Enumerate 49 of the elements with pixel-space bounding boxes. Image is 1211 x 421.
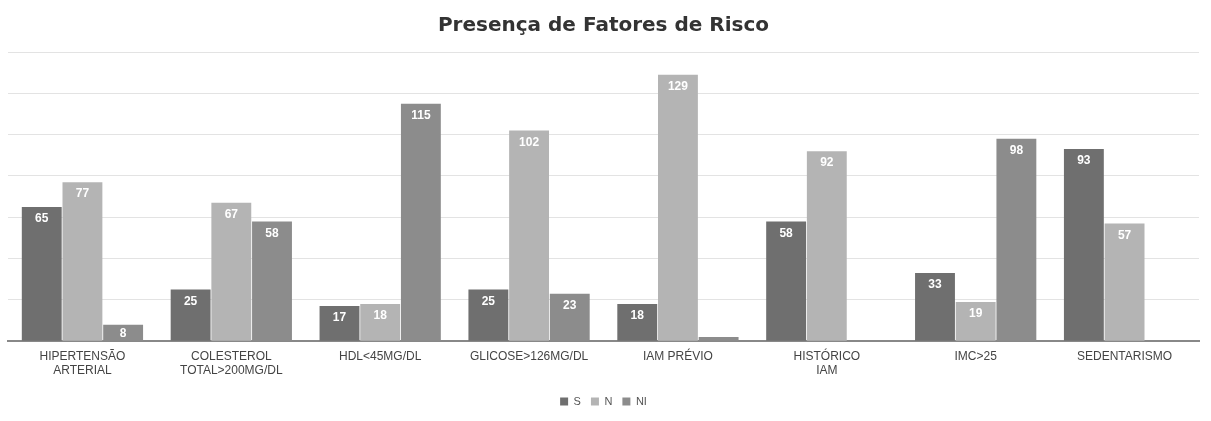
- bar: [766, 221, 807, 341]
- bar: [617, 304, 658, 341]
- data-label: 129: [667, 79, 689, 94]
- data-label: 19: [969, 306, 983, 321]
- data-label: 18: [373, 308, 388, 323]
- bar: [955, 301, 996, 341]
- legend-label: S: [573, 394, 581, 407]
- data-label: 57: [1117, 227, 1132, 242]
- data-label: 67: [224, 207, 239, 222]
- bar: [658, 74, 698, 341]
- x-tick-label: HISTÓRICO IAM: [793, 347, 861, 378]
- data-label: 98: [1009, 143, 1024, 158]
- x-tick-label: SEDENTARISMO: [1077, 348, 1173, 363]
- data-label: 93: [1077, 153, 1091, 168]
- x-tick-label: IMC>25: [954, 348, 998, 363]
- bar: [360, 304, 401, 341]
- data-label: 115: [411, 107, 431, 122]
- bar: [21, 206, 62, 341]
- chart-title: Presença de Fatores de Risco: [437, 12, 770, 37]
- data-label: 23: [563, 298, 577, 312]
- bar: [319, 306, 360, 341]
- x-tick-label: COLESTEROL TOTAL>200MG/DL: [180, 348, 283, 378]
- bar: [211, 202, 252, 341]
- data-label: 102: [519, 134, 540, 149]
- data-label: 58: [265, 225, 279, 240]
- bar: [468, 289, 509, 341]
- bar: [509, 130, 549, 341]
- data-label: 92: [820, 155, 834, 170]
- bar: [170, 289, 211, 341]
- bar: [1104, 223, 1145, 341]
- x-tick-label: IAM PRÉVIO: [642, 347, 713, 363]
- x-tick-label: HIPERTENSÃO ARTERIAL: [39, 348, 126, 378]
- x-tick-label: HDL<45MG/DL: [339, 348, 422, 363]
- bar: [915, 273, 955, 341]
- legend-label: NI: [635, 394, 647, 407]
- data-label: 65: [35, 211, 49, 226]
- data-label: 25: [481, 293, 496, 308]
- bar: [1063, 149, 1104, 341]
- bar: [806, 151, 847, 341]
- x-tick-label: GLICOSE>126MG/DL: [469, 348, 589, 363]
- data-label: 33: [928, 277, 942, 292]
- data-label: 18: [630, 308, 645, 323]
- legend-label: N: [604, 394, 613, 407]
- data-label: 77: [75, 186, 90, 201]
- data-label: 8: [119, 326, 127, 341]
- bar: [62, 182, 103, 341]
- data-label: 17: [332, 310, 347, 325]
- data-label: 58: [779, 225, 794, 240]
- data-label: 25: [183, 293, 198, 308]
